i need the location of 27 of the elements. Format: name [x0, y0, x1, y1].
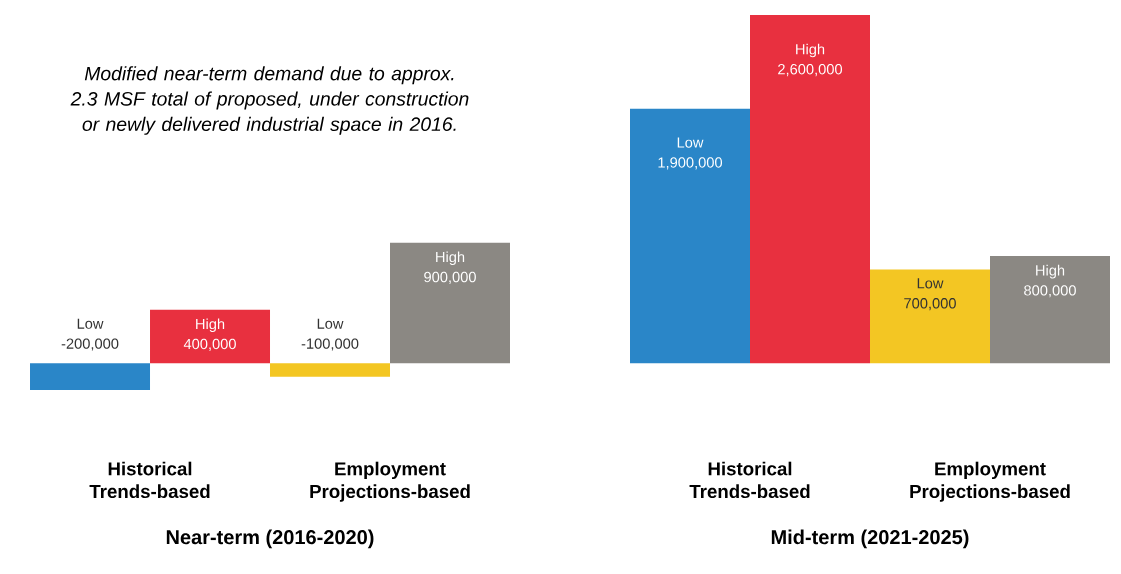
data-label: 900,000	[424, 271, 476, 284]
data-label: 2,600,000	[778, 64, 843, 77]
x-tick-label: Historical Trends-based	[689, 461, 810, 499]
bar	[630, 108, 751, 364]
bar	[990, 256, 1110, 364]
series-label: High	[436, 251, 465, 266]
data-label: 800,000	[1024, 285, 1076, 298]
text: Low	[317, 318, 344, 329]
data-label: -100,000	[301, 338, 359, 351]
x-axis-title: Mid-term (2021-2025)	[771, 529, 969, 549]
x-tick-label: Historical Trends-based	[89, 461, 210, 499]
series-label: Low	[917, 278, 944, 289]
x-axis-title: Near-term (2016-2020)	[166, 529, 374, 549]
series-label: High	[1036, 264, 1065, 279]
data-label: 400,000	[183, 338, 236, 351]
text: Low	[77, 318, 104, 329]
data-label: 700,000	[904, 298, 956, 311]
data-label: -200,000	[61, 338, 119, 351]
text: Low	[677, 137, 704, 148]
bar	[870, 269, 990, 364]
text: High	[796, 43, 825, 58]
text: Modified near-term demand due to approx. 2.3 MSF total of proposed, under construction or newly delivered industrial space in 2016.	[70, 66, 469, 135]
x-tick-label: Employment Projections-based	[910, 461, 1070, 502]
data-label: 1,900,000	[658, 157, 723, 170]
text: High	[196, 318, 225, 333]
x-tick-label: Employment Projections-based	[310, 461, 470, 502]
bar	[750, 14, 870, 364]
